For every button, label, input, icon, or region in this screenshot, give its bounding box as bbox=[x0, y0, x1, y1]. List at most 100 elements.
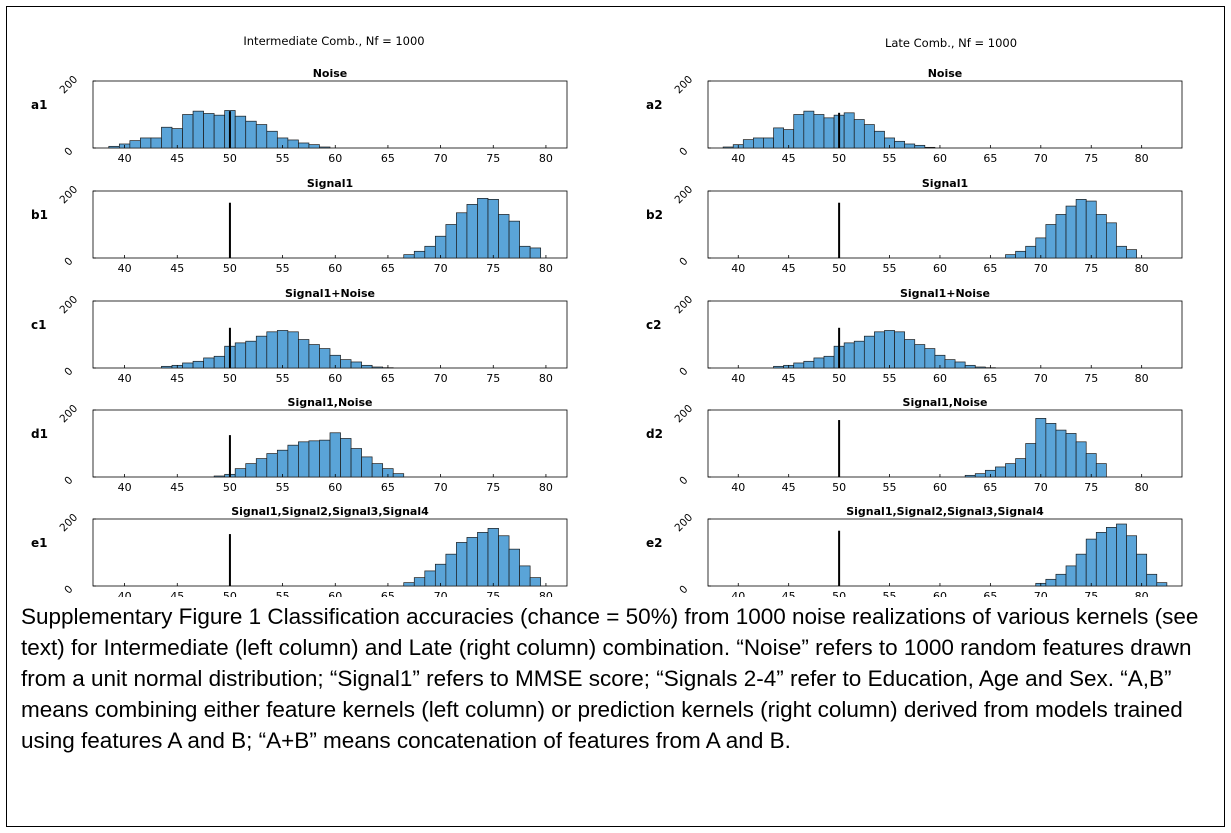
histogram-bar bbox=[904, 339, 916, 369]
x-tick-label: 70 bbox=[1034, 262, 1048, 275]
histogram-bar bbox=[466, 204, 478, 259]
x-tick-label: 60 bbox=[933, 152, 947, 165]
histogram-bar bbox=[203, 357, 215, 369]
histogram-bar bbox=[944, 359, 956, 369]
histogram-bar bbox=[1075, 553, 1087, 587]
x-tick-label: 40 bbox=[118, 372, 132, 385]
x-tick-label: 80 bbox=[1135, 262, 1149, 275]
histogram-bar bbox=[964, 474, 976, 478]
panel-label: e1 bbox=[31, 536, 48, 550]
histogram-bar bbox=[763, 137, 774, 149]
histogram-bar bbox=[308, 344, 320, 369]
histogram-bar bbox=[308, 144, 320, 149]
panel-e2: 40 45 50 55 60 65 70 75 80 0 200 Signal1,Signal2,Si… bbox=[646, 505, 1183, 597]
histogram-bar bbox=[1075, 441, 1087, 478]
histogram-bar bbox=[1116, 523, 1127, 587]
histogram-bar bbox=[924, 146, 936, 149]
panel-c1: 40 45 50 55 60 65 70 75 80 0 200 Signal1+Noise c1 bbox=[31, 287, 568, 385]
x-tick-label: 65 bbox=[983, 262, 997, 275]
panel-label: c2 bbox=[646, 318, 661, 332]
x-tick-label: 75 bbox=[1084, 590, 1098, 597]
histogram-bar bbox=[1065, 433, 1077, 478]
panel-title: Signal1+Noise bbox=[285, 287, 375, 300]
histogram-bar bbox=[276, 330, 289, 369]
x-tick-label: 80 bbox=[1135, 481, 1149, 494]
x-tick-label: 50 bbox=[223, 481, 237, 494]
panel-label: c1 bbox=[31, 318, 46, 332]
histogram-bar bbox=[213, 475, 226, 478]
histogram-bar bbox=[773, 127, 784, 149]
x-tick-label: 60 bbox=[933, 590, 947, 597]
histogram-bar bbox=[508, 220, 520, 259]
x-tick-label: 50 bbox=[832, 481, 846, 494]
histogram-bar bbox=[773, 365, 784, 369]
x-tick-label: 45 bbox=[782, 590, 796, 597]
histogram-bar bbox=[245, 120, 257, 149]
histogram-bar bbox=[1126, 249, 1137, 259]
x-tick-label: 65 bbox=[381, 372, 395, 385]
y-tick-label: 0 bbox=[677, 255, 690, 268]
figure-caption: Supplementary Figure 1 Classification ac… bbox=[21, 604, 1199, 753]
axes-box bbox=[92, 518, 568, 587]
histogram-bar bbox=[753, 137, 764, 149]
histogram-bar bbox=[266, 331, 278, 369]
histogram-bar bbox=[803, 360, 815, 369]
histogram-bar bbox=[245, 463, 257, 478]
histogram-bar bbox=[974, 473, 986, 478]
panel-title: Signal1 bbox=[922, 177, 968, 190]
x-tick-label: 80 bbox=[1135, 590, 1149, 597]
x-tick-label: 40 bbox=[731, 152, 745, 165]
histogram-bar bbox=[234, 342, 247, 369]
x-tick-label: 50 bbox=[832, 262, 846, 275]
panel-title: Signal1,Signal2,Signal3,Signal4 bbox=[231, 505, 429, 518]
histogram-bar bbox=[456, 212, 468, 259]
histogram-bar bbox=[192, 110, 204, 149]
histogram-bar bbox=[255, 124, 268, 149]
histogram-bar bbox=[1085, 538, 1097, 587]
histogram-bar bbox=[914, 344, 926, 369]
histogram-bar bbox=[298, 339, 310, 369]
histogram-bar bbox=[529, 247, 542, 259]
panel-b1: 40 45 50 55 60 65 70 75 80 0 200 Signal1 b1 bbox=[31, 177, 568, 275]
x-tick-label: 50 bbox=[223, 590, 237, 597]
x-tick-label: 45 bbox=[782, 262, 796, 275]
panel-c2: 40 45 50 55 60 65 70 75 80 0 200 Signal1+Noise c2 bbox=[646, 287, 1183, 385]
histogram-bar bbox=[1116, 245, 1127, 259]
figure-frame: Intermediate Comb., Nf = 1000 Late Comb.… bbox=[6, 6, 1225, 827]
x-tick-label: 50 bbox=[832, 590, 846, 597]
x-tick-label: 40 bbox=[731, 590, 745, 597]
y-tick-label: 200 bbox=[58, 512, 81, 535]
y-tick-label: 0 bbox=[62, 583, 75, 596]
histogram-bar bbox=[161, 365, 173, 369]
panel-title: Signal1 bbox=[307, 177, 353, 190]
histogram-bar bbox=[1095, 532, 1107, 587]
axes-box bbox=[707, 518, 1183, 587]
histogram-bar bbox=[371, 463, 384, 478]
histogram-bar bbox=[995, 466, 1006, 478]
histogram-bar bbox=[823, 355, 835, 369]
panel-b2: 40 45 50 55 60 65 70 75 80 0 200 Signal1 b2 bbox=[646, 177, 1183, 275]
panel-a1: 40 45 50 55 60 65 70 75 80 0 200 Noise a1 bbox=[31, 67, 568, 165]
histogram-bar bbox=[161, 126, 173, 149]
x-tick-label: 45 bbox=[170, 590, 184, 597]
panel-label: a2 bbox=[646, 98, 662, 112]
histogram-bar bbox=[403, 254, 415, 259]
histogram-bar bbox=[487, 199, 499, 259]
histogram-bar bbox=[129, 140, 141, 149]
histogram-bar bbox=[803, 110, 815, 149]
histogram-bar bbox=[498, 535, 510, 587]
x-tick-label: 65 bbox=[983, 152, 997, 165]
x-tick-label: 45 bbox=[170, 262, 184, 275]
x-tick-label: 65 bbox=[381, 262, 395, 275]
x-tick-label: 55 bbox=[276, 590, 290, 597]
y-tick-label: 200 bbox=[673, 403, 696, 426]
histogram-bar bbox=[361, 456, 373, 478]
x-tick-label: 55 bbox=[883, 590, 897, 597]
histogram-bar bbox=[853, 119, 865, 149]
x-tick-label: 80 bbox=[1135, 372, 1149, 385]
y-tick-label: 200 bbox=[673, 512, 696, 535]
histogram-bar bbox=[287, 444, 299, 478]
y-tick-label: 200 bbox=[673, 74, 696, 97]
histogram-bar bbox=[424, 245, 436, 259]
x-tick-label: 55 bbox=[276, 152, 290, 165]
